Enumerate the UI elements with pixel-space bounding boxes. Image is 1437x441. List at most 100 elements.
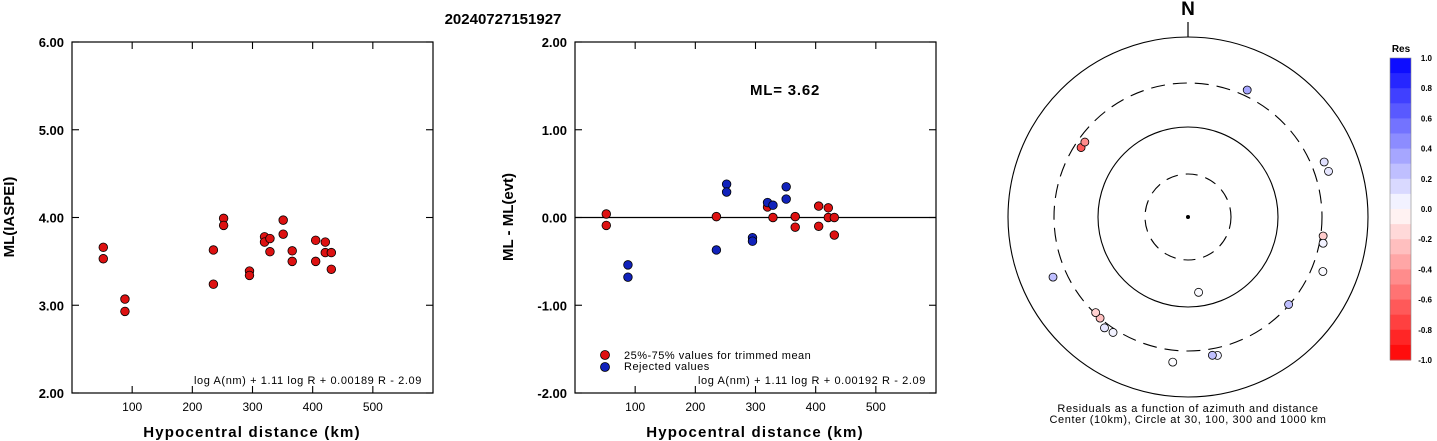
ring-1000km <box>1007 36 1369 398</box>
colorbar-tick-label: 0.6 <box>1421 114 1433 123</box>
data-points <box>601 179 840 282</box>
data-point <box>790 211 800 222</box>
data-point <box>326 264 337 274</box>
legend-label-rejected: Rejected values <box>624 361 710 373</box>
station-markers <box>1048 85 1333 367</box>
colorbar-cell <box>1390 58 1411 74</box>
x-tick-label: 100 <box>625 400 645 414</box>
azimuth-map-panel: N Residuals as a function of azimuth and… <box>1007 0 1369 426</box>
station-marker <box>1242 85 1252 95</box>
y-tick-label: 0.00 <box>542 211 567 226</box>
ring-300km <box>1053 82 1323 352</box>
x-tick-label: 500 <box>866 400 886 414</box>
station-marker <box>1194 287 1203 297</box>
colorbar-tick-label: -1.0 <box>1418 356 1432 365</box>
data-point <box>829 230 840 240</box>
colorbar-cell <box>1390 254 1411 270</box>
colorbar-tick-label: -0.4 <box>1418 265 1432 274</box>
data-point <box>721 179 732 189</box>
x-tick-label: 400 <box>806 400 826 414</box>
y-axis-label: ML - ML(evt) <box>500 173 517 261</box>
ml-distance-panel: 100 200 300 400 500 2.00 3.00 4.00 5.00 6.00 ML(I… <box>1 35 434 441</box>
y-tick-label: 2.00 <box>542 35 567 50</box>
station-marker <box>1324 166 1333 176</box>
x-tick-label: 500 <box>363 400 383 414</box>
colorbar-cell <box>1390 88 1411 104</box>
station-marker <box>1091 308 1101 318</box>
data-point <box>208 279 219 289</box>
colorbar-title: Res <box>1392 44 1411 55</box>
y-tick-label: 2.00 <box>39 386 64 401</box>
data-point <box>601 220 611 231</box>
data-point <box>711 245 722 255</box>
colorbar-cell <box>1390 314 1411 331</box>
data-point <box>287 246 297 256</box>
y-tick-label: -1.00 <box>537 298 567 313</box>
axis-ticks: 100 200 300 400 500 -2.00 -1.00 0.00 1.00 2.00 <box>537 35 936 414</box>
station-marker <box>1318 267 1328 276</box>
x-tick-label: 100 <box>122 400 142 414</box>
data-point <box>244 270 255 281</box>
data-point <box>813 201 824 211</box>
colorbar-cell <box>1390 118 1411 134</box>
ml-annotation: ML= 3.62 <box>750 82 820 99</box>
data-point <box>265 233 275 244</box>
x-tick-label: 300 <box>242 400 262 414</box>
data-point <box>120 306 130 317</box>
y-tick-label: 5.00 <box>39 123 64 138</box>
legend-marker-trimmed <box>600 350 610 360</box>
data-point <box>781 194 791 204</box>
data-point <box>265 247 275 257</box>
colorbar-tick-label: 0.8 <box>1421 84 1433 93</box>
colorbar-tick-label: -0.8 <box>1418 326 1432 335</box>
data-point <box>790 222 800 232</box>
station-marker <box>1319 157 1329 167</box>
station-marker <box>1100 323 1109 333</box>
data-point <box>278 229 288 239</box>
data-point <box>218 220 229 231</box>
data-point <box>829 212 840 223</box>
data-point <box>813 221 824 231</box>
legend-marker-rejected <box>600 362 610 372</box>
colorbar-cell <box>1390 178 1411 195</box>
colorbar-cell <box>1390 329 1411 346</box>
colorbar-cell <box>1390 209 1411 225</box>
x-tick-label: 200 <box>685 400 705 414</box>
y-tick-label: 4.00 <box>39 211 64 226</box>
colorbar-cell <box>1390 133 1411 150</box>
x-axis-label: Hypocentral distance (km) <box>143 424 361 441</box>
data-point <box>98 254 108 264</box>
caption-line-2: Center (10km), Circle at 30, 100, 300 an… <box>1049 414 1326 426</box>
x-axis-label: Hypocentral distance (km) <box>646 424 864 441</box>
colorbar-tick-label: 0.2 <box>1421 175 1433 184</box>
station-marker <box>1318 238 1328 248</box>
colorbar-cell <box>1390 269 1411 285</box>
ring-100km <box>1097 126 1279 308</box>
ring-30km <box>1144 173 1232 261</box>
station-marker <box>1048 272 1058 282</box>
colorbar-cell <box>1390 193 1411 210</box>
formula-label: log A(nm) + 1.11 log R + 0.00192 R - 2.0… <box>698 375 926 387</box>
formula-label: log A(nm) + 1.11 log R + 0.00189 R - 2.0… <box>194 375 422 387</box>
y-tick-label: -2.00 <box>537 386 567 401</box>
data-point <box>120 294 130 304</box>
data-point <box>711 211 722 222</box>
colorbar-frame <box>1389 57 1412 361</box>
colorbar-cell <box>1390 299 1411 316</box>
colorbar-tick-label: 1.0 <box>1421 54 1433 63</box>
station-marker <box>1108 328 1118 337</box>
x-tick-label: 400 <box>303 400 323 414</box>
data-point <box>310 256 321 267</box>
colorbar-cell <box>1390 163 1411 180</box>
data-point <box>823 203 834 213</box>
colorbar-labels: 1.0 0.8 0.6 0.4 0.2 0.0 -0.2 -0.4 -0.6 -0.8 -1.0 <box>1418 54 1432 365</box>
colorbar-tick-label: -0.2 <box>1418 235 1432 244</box>
y-tick-label: 3.00 <box>39 298 64 313</box>
station-marker <box>1284 300 1294 309</box>
colorbar-cell <box>1390 224 1411 240</box>
station-marker <box>1080 137 1090 147</box>
colorbar-tick-label: 0.0 <box>1421 205 1433 214</box>
data-point <box>287 256 297 267</box>
station-marker <box>1207 350 1217 360</box>
